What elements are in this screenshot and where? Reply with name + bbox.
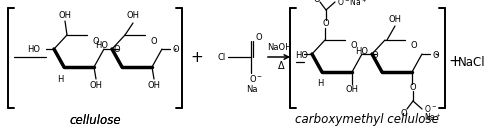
Text: Δ: Δ bbox=[278, 61, 284, 71]
Text: O: O bbox=[410, 83, 416, 93]
Text: +: + bbox=[448, 55, 462, 70]
Text: Na$^+$: Na$^+$ bbox=[424, 111, 442, 123]
Text: OH: OH bbox=[346, 86, 358, 94]
Text: OH: OH bbox=[126, 12, 140, 20]
Text: O: O bbox=[114, 45, 120, 55]
Text: +: + bbox=[190, 50, 203, 65]
Text: O: O bbox=[314, 0, 320, 3]
Text: O: O bbox=[400, 109, 407, 118]
Text: O$^-$: O$^-$ bbox=[424, 104, 437, 115]
Text: Na: Na bbox=[246, 84, 258, 93]
Text: HO: HO bbox=[27, 45, 40, 55]
Text: HO: HO bbox=[355, 46, 368, 56]
Text: cellulose: cellulose bbox=[69, 114, 121, 126]
Text: HO: HO bbox=[95, 40, 108, 50]
Text: carboxymethyl cellulose: carboxymethyl cellulose bbox=[295, 114, 439, 126]
Text: HO: HO bbox=[295, 51, 308, 60]
Text: O: O bbox=[410, 41, 417, 51]
Text: O: O bbox=[150, 36, 157, 45]
Text: cellulose: cellulose bbox=[69, 114, 121, 126]
Text: O: O bbox=[172, 45, 180, 55]
Text: OH: OH bbox=[90, 82, 102, 90]
Text: O: O bbox=[92, 36, 99, 45]
Text: OH: OH bbox=[148, 82, 160, 90]
Text: O$^-$Na$^+$: O$^-$Na$^+$ bbox=[337, 0, 368, 8]
Text: O: O bbox=[372, 51, 378, 60]
Text: O: O bbox=[432, 51, 440, 60]
Text: O: O bbox=[350, 41, 357, 51]
Text: NaOH: NaOH bbox=[267, 42, 291, 51]
Text: OH: OH bbox=[388, 15, 402, 24]
Text: O$^-$: O$^-$ bbox=[249, 73, 263, 84]
Text: O: O bbox=[255, 33, 262, 41]
Text: Cl: Cl bbox=[218, 52, 226, 61]
Text: OH: OH bbox=[58, 10, 71, 19]
Text: H: H bbox=[317, 79, 323, 88]
Text: NaCl: NaCl bbox=[458, 56, 486, 68]
Text: O: O bbox=[322, 19, 330, 29]
Text: H: H bbox=[57, 74, 63, 83]
